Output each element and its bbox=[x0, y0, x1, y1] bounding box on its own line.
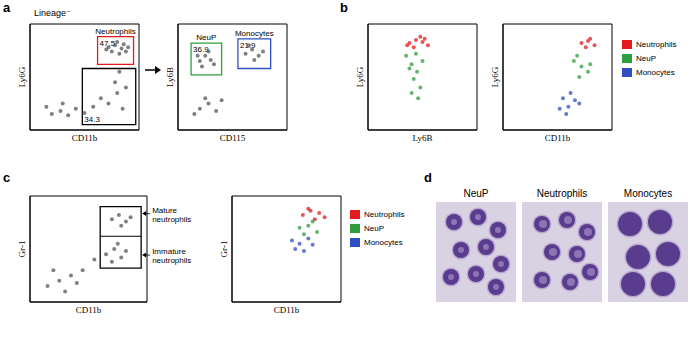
svg-text:34.3: 34.3 bbox=[84, 115, 100, 124]
svg-text:CD11b: CD11b bbox=[274, 305, 300, 315]
html-text:Monocytes: Monocytes bbox=[636, 68, 675, 77]
html-text:d: d bbox=[424, 170, 432, 185]
svg-text:neutrophils: neutrophils bbox=[152, 215, 191, 224]
svg-text:CD11b: CD11b bbox=[545, 133, 571, 143]
html-text:b: b bbox=[340, 0, 348, 15]
html-text:Neutrophils: Neutrophils bbox=[636, 40, 677, 49]
svg-text:Monocytes: Monocytes bbox=[235, 29, 274, 38]
html-text:Monocytes: Monocytes bbox=[364, 238, 403, 247]
svg-text:Immature: Immature bbox=[152, 247, 186, 256]
svg-text:Gr-1: Gr-1 bbox=[17, 241, 27, 258]
svg-text:Ly6G: Ly6G bbox=[17, 66, 27, 87]
svg-text:21.9: 21.9 bbox=[239, 40, 256, 50]
html-text:Monocytes: Monocytes bbox=[623, 188, 673, 199]
svg-text:Ly6G: Ly6G bbox=[355, 66, 365, 87]
html-text:Neutrophils: Neutrophils bbox=[364, 210, 405, 219]
svg-text:CD11b: CD11b bbox=[76, 305, 102, 315]
svg-text:Ly6G: Ly6G bbox=[490, 66, 500, 87]
html-text:NeuP: NeuP bbox=[463, 188, 489, 199]
svg-text:Mature: Mature bbox=[152, 206, 177, 215]
html-text:a: a bbox=[3, 0, 11, 15]
svg-text:neutrophils: neutrophils bbox=[152, 256, 191, 265]
html-text:Neutrophils: Neutrophils bbox=[536, 188, 588, 199]
svg-text:NeuP: NeuP bbox=[196, 33, 216, 42]
svg-text:36.9: 36.9 bbox=[193, 45, 209, 54]
html-text:c: c bbox=[3, 170, 11, 185]
html-text:NeuP: NeuP bbox=[364, 224, 384, 233]
svg-text:CD115: CD115 bbox=[220, 133, 246, 143]
html-text:Lineage⁻: Lineage⁻ bbox=[34, 8, 71, 18]
svg-text:Neutrophils: Neutrophils bbox=[95, 27, 135, 36]
svg-text:CD11b: CD11b bbox=[72, 133, 98, 143]
svg-text:47.5: 47.5 bbox=[99, 38, 116, 48]
svg-text:Ly6B: Ly6B bbox=[412, 133, 432, 143]
svg-text:Gr-1: Gr-1 bbox=[219, 241, 229, 258]
html-text:NeuP: NeuP bbox=[636, 54, 656, 63]
svg-text:Ly6B: Ly6B bbox=[165, 67, 175, 87]
